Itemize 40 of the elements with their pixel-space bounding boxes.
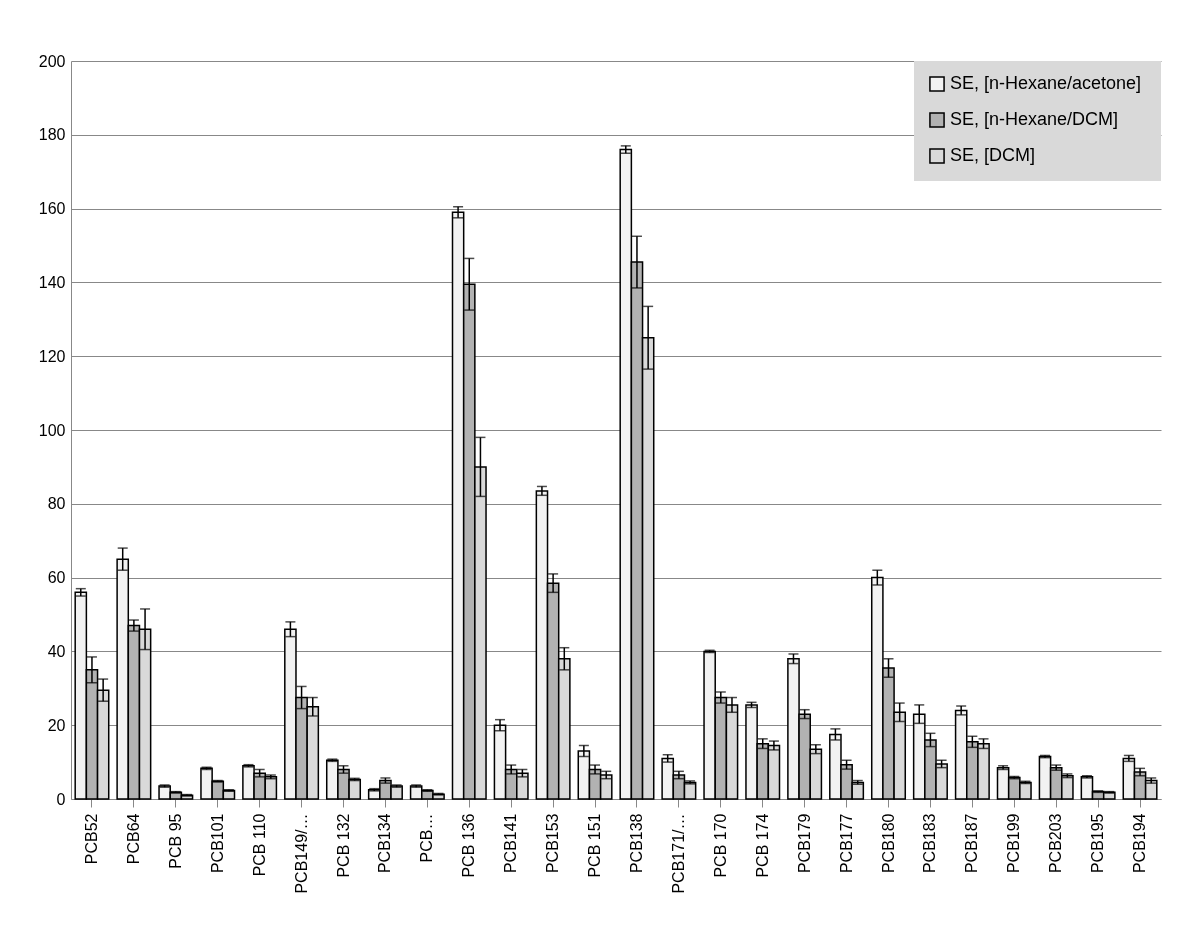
x-tick-label: PCB64 [124,813,142,865]
x-tick-label: PCB 132 [334,813,352,878]
x-tick-label: PCB52 [82,813,100,865]
y-tick-label: 0 [56,790,66,808]
x-tick-label: PCB153 [544,813,562,874]
legend-label: SE, [n-Hexane/acetone] [950,73,1142,93]
legend-label: SE, [DCM] [950,145,1036,165]
y-tick-label: 120 [38,347,66,365]
y-tick-label: 160 [38,200,66,218]
y-tick-label: 40 [47,642,66,660]
y-tick-label: 60 [47,569,66,587]
y-tick-label: 20 [47,716,66,734]
x-tick-label: PCB199 [1005,813,1023,874]
x-tick-label: PCB187 [963,813,981,874]
x-tick-label: PCB149/… [292,813,310,894]
y-tick-label: 100 [38,421,66,439]
x-tick-label: PCB203 [1047,813,1065,874]
x-tick-label: PCB134 [376,813,394,874]
x-tick-label: PCB 174 [753,813,771,878]
y-tick-label: 200 [38,52,66,70]
x-tick-label: PCB 151 [586,813,604,878]
y-tick-label: 80 [47,495,66,513]
x-tick-label: PCB177 [837,813,855,874]
x-tick-label: PCB171/… [669,813,687,894]
x-tick-label: PCB… [418,813,436,863]
y-tick-label: 140 [38,273,66,291]
x-tick-label: PCB194 [1131,813,1149,874]
y-tick-label: 180 [38,126,66,144]
x-tick-label: PCB179 [795,813,813,874]
x-tick-label: PCB 95 [166,813,184,869]
legend-label: SE, [n-Hexane/DCM] [950,109,1119,129]
x-tick-label: PCB183 [921,813,939,874]
x-tick-label: PCB 110 [250,813,268,877]
x-tick-label: PCB101 [208,813,226,874]
x-tick-label: PCB180 [879,813,897,874]
x-tick-label: PCB 136 [460,813,478,878]
x-tick-label: PCB141 [502,813,520,874]
x-tick-label: PCB138 [627,813,645,874]
x-tick-label: PCB 170 [711,813,729,878]
x-tick-label: PCB195 [1089,813,1107,874]
